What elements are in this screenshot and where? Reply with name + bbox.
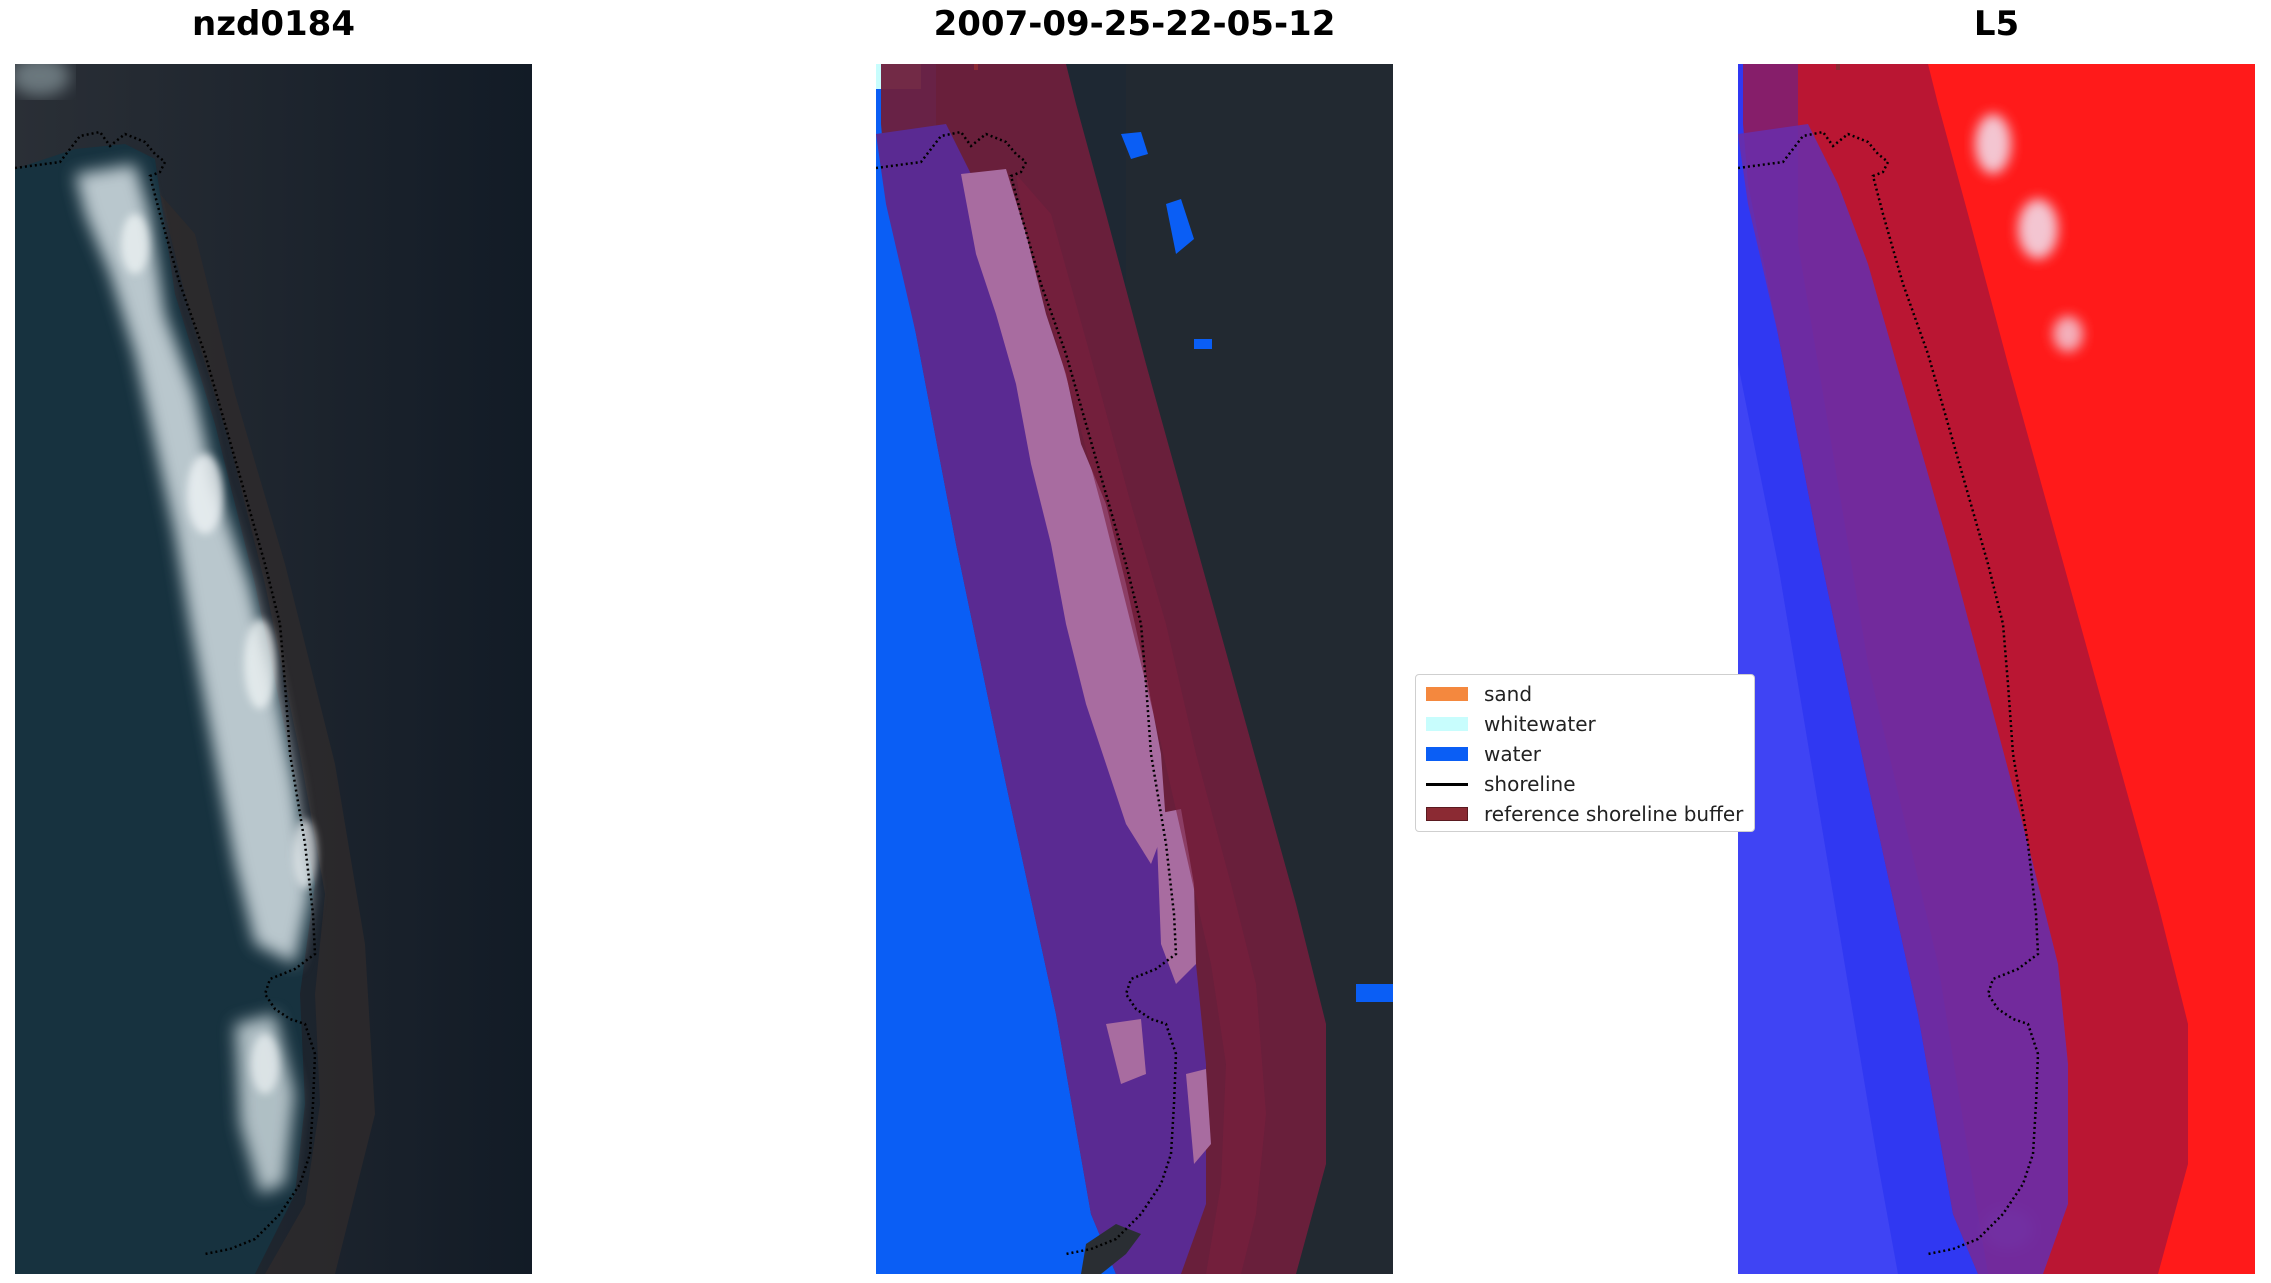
legend-item-whitewater: whitewater (1426, 711, 1596, 737)
rgb-image-panel (15, 64, 532, 1274)
shoreline-line (15, 130, 317, 1256)
legend-item-shoreline: shoreline (1426, 771, 1576, 797)
legend: sand whitewater water shoreline referenc… (1415, 674, 1755, 832)
legend-item-sand: sand (1426, 681, 1532, 707)
legend-label-water: water (1484, 742, 1541, 766)
panel-title-classified: 2007-09-25-22-05-12 (933, 4, 1336, 44)
legend-swatch-water (1426, 747, 1468, 761)
legend-swatch-shoreline (1426, 782, 1468, 786)
legend-item-water: water (1426, 741, 1541, 767)
index-image-panel (1738, 64, 2255, 1274)
legend-label-buffer: reference shoreline buffer (1484, 802, 1744, 826)
legend-swatch-buffer (1426, 807, 1468, 821)
legend-label-shoreline: shoreline (1484, 772, 1576, 796)
legend-item-buffer: reference shoreline buffer (1426, 801, 1743, 827)
legend-label-whitewater: whitewater (1484, 712, 1596, 736)
panel-title-index: L5 (1973, 4, 2020, 44)
classified-image-panel (876, 64, 1393, 1274)
legend-swatch-whitewater (1426, 717, 1468, 731)
panel-title-rgb: nzd0184 (192, 4, 355, 44)
legend-swatch-sand (1426, 687, 1468, 701)
legend-label-sand: sand (1484, 682, 1533, 706)
